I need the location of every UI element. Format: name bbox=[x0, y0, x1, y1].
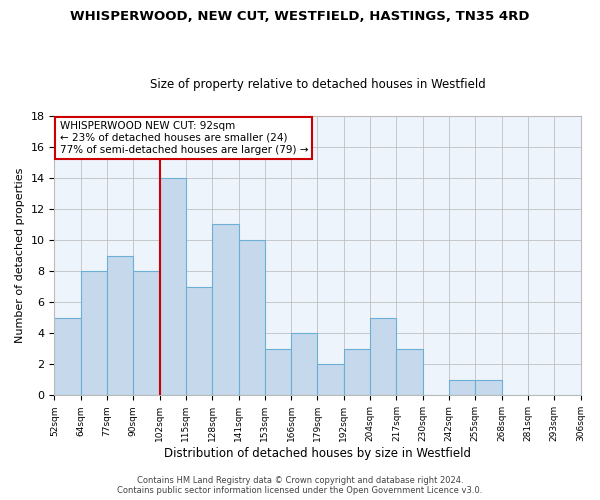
Text: Contains HM Land Registry data © Crown copyright and database right 2024.
Contai: Contains HM Land Registry data © Crown c… bbox=[118, 476, 482, 495]
Bar bbox=[81, 271, 107, 396]
Bar bbox=[397, 349, 422, 396]
Bar bbox=[291, 333, 317, 396]
Bar bbox=[107, 256, 133, 396]
Y-axis label: Number of detached properties: Number of detached properties bbox=[15, 168, 25, 343]
Bar bbox=[370, 318, 397, 396]
Text: WHISPERWOOD, NEW CUT, WESTFIELD, HASTINGS, TN35 4RD: WHISPERWOOD, NEW CUT, WESTFIELD, HASTING… bbox=[70, 10, 530, 23]
Bar bbox=[212, 224, 239, 396]
Bar bbox=[133, 271, 160, 396]
X-axis label: Distribution of detached houses by size in Westfield: Distribution of detached houses by size … bbox=[164, 447, 471, 460]
Bar bbox=[55, 318, 81, 396]
Bar bbox=[344, 349, 370, 396]
Bar bbox=[317, 364, 344, 396]
Bar bbox=[160, 178, 186, 396]
Bar bbox=[265, 349, 291, 396]
Text: WHISPERWOOD NEW CUT: 92sqm
← 23% of detached houses are smaller (24)
77% of semi: WHISPERWOOD NEW CUT: 92sqm ← 23% of deta… bbox=[59, 122, 308, 154]
Bar bbox=[239, 240, 265, 396]
Bar bbox=[449, 380, 475, 396]
Bar bbox=[186, 286, 212, 396]
Bar bbox=[475, 380, 502, 396]
Title: Size of property relative to detached houses in Westfield: Size of property relative to detached ho… bbox=[149, 78, 485, 91]
